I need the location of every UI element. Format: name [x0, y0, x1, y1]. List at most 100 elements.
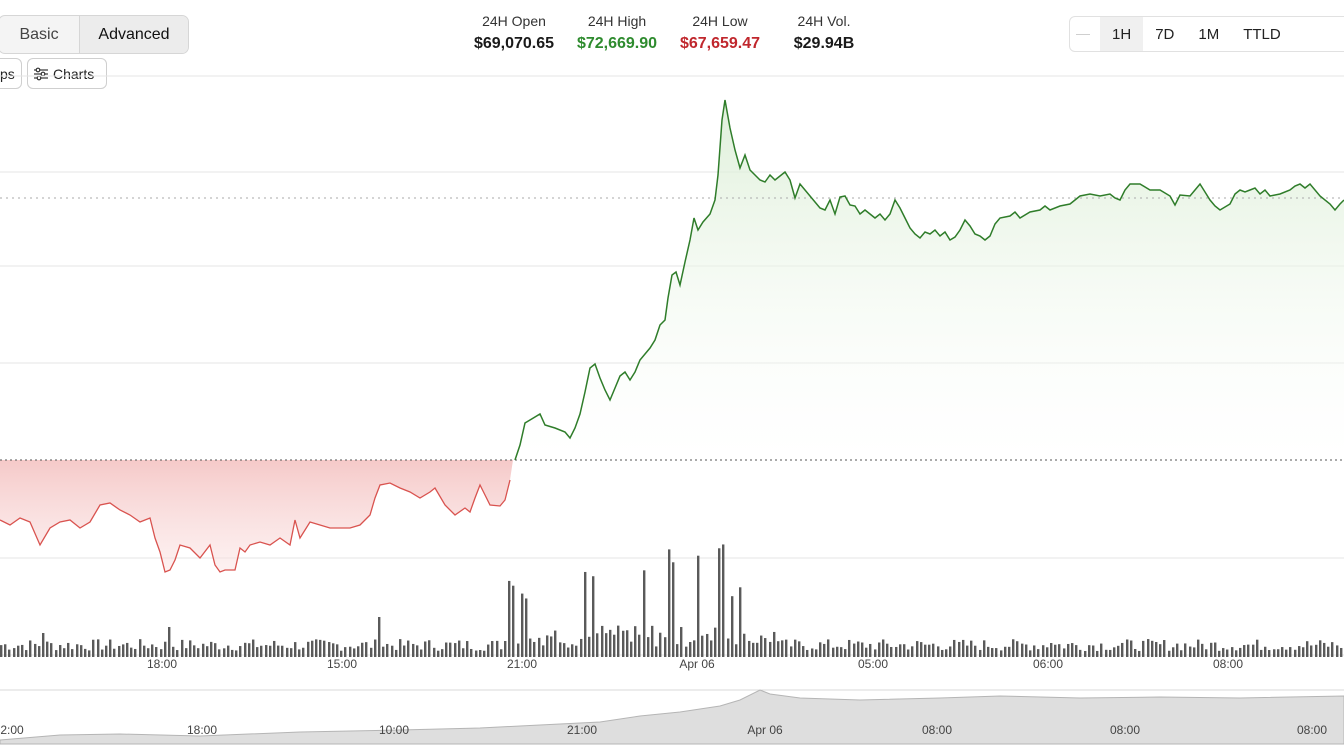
volume-bar — [689, 642, 692, 657]
volume-bar — [1184, 643, 1187, 657]
volume-bar — [1063, 648, 1066, 657]
volume-bar — [941, 649, 944, 657]
volume-bar — [328, 642, 331, 657]
volume-bar — [1042, 645, 1045, 657]
volume-bar — [361, 642, 364, 657]
volume-bar — [617, 625, 620, 657]
volume-bar — [365, 642, 368, 657]
volume-bar — [995, 648, 998, 657]
volume-bar — [1306, 641, 1309, 657]
stat-label: 24H Open — [482, 13, 546, 29]
volume-bar — [836, 646, 839, 657]
timeframe-1h[interactable]: 1H — [1100, 17, 1144, 51]
volume-bar — [1285, 649, 1288, 657]
volume-bar — [882, 639, 885, 657]
tools-label: ps — [0, 65, 15, 82]
volume-bar — [512, 585, 515, 657]
volume-bar — [878, 642, 881, 657]
volume-bar — [0, 645, 3, 657]
tools-button[interactable]: ps — [0, 58, 22, 89]
volume-bar — [1294, 649, 1297, 657]
volume-bar — [739, 587, 742, 657]
volume-bar — [857, 641, 860, 657]
timeframe-1m[interactable]: 1M — [1198, 25, 1220, 43]
charts-button[interactable]: Charts — [27, 58, 107, 89]
range-navigator[interactable]: 2:00 18:00 10:00 21:00 Apr 06 08:00 08:00 08:00 — [0, 689, 1344, 745]
volume-bar — [991, 648, 994, 657]
volume-bar — [508, 580, 511, 657]
volume-bar — [21, 644, 24, 657]
volume-bar — [777, 641, 780, 657]
volume-bar — [353, 648, 356, 657]
volume-bar — [298, 649, 301, 657]
volume-bar — [1016, 641, 1019, 657]
volume-bar — [59, 645, 62, 657]
volume-bar — [8, 649, 11, 657]
volume-bar — [214, 643, 217, 657]
volume-bar — [80, 645, 83, 657]
volume-bar — [949, 646, 952, 657]
navigator-tick-label: 10:00 — [379, 723, 409, 737]
volume-bar — [630, 641, 633, 657]
navigator-tick-label: 18:00 — [187, 723, 217, 737]
volume-bar — [743, 633, 746, 657]
volume-bar — [529, 638, 532, 657]
volume-bar — [1197, 639, 1200, 657]
volume-bar — [1256, 639, 1259, 657]
volume-bar — [853, 643, 856, 657]
advanced-tab[interactable]: Advanced — [79, 16, 188, 53]
stat-24h-open: 24H Open $69,070.65 — [466, 13, 562, 53]
volume-bar — [1205, 649, 1208, 657]
volume-bar — [218, 649, 221, 657]
volume-bar — [378, 617, 381, 657]
volume-bar — [412, 643, 415, 657]
volume-bar — [1075, 645, 1078, 657]
timeframe-7d[interactable]: 7D — [1155, 25, 1175, 43]
volume-bar — [1088, 645, 1091, 657]
basic-tab[interactable]: Basic — [19, 25, 59, 43]
x-tick-label: 21:00 — [507, 657, 537, 671]
price-line-down — [0, 479, 511, 573]
volume-bar — [1021, 643, 1024, 657]
volume-bar — [840, 647, 843, 657]
volume-bar — [1298, 646, 1301, 657]
volume-bar — [664, 637, 667, 657]
volume-bar — [340, 650, 343, 657]
volume-bar — [1210, 642, 1213, 657]
volume-bar — [848, 639, 851, 657]
volume-bar — [311, 640, 314, 657]
volume-bar — [185, 648, 188, 657]
volume-bar — [1226, 649, 1229, 657]
volume-bar — [357, 646, 360, 657]
stat-24h-volume: 24H Vol. $29.94B — [780, 13, 868, 53]
up-area — [513, 100, 1344, 460]
volume-bar — [1176, 643, 1179, 657]
volume-bar — [164, 641, 167, 657]
volume-bar — [382, 646, 385, 657]
volume-bar — [336, 644, 339, 657]
volume-bar — [479, 650, 482, 657]
volume-bar — [659, 632, 662, 657]
navigator-tick-label: 08:00 — [1110, 723, 1140, 737]
volume-bar — [764, 638, 767, 657]
volume-bar — [1084, 650, 1087, 657]
volume-bar — [344, 647, 347, 657]
volume-bar — [756, 642, 759, 657]
volume-bar — [693, 640, 696, 657]
volume-bar — [176, 650, 179, 657]
volume-bar — [286, 647, 289, 657]
volume-bar — [605, 633, 608, 657]
timeframe-ttld[interactable]: TTLD — [1243, 25, 1281, 43]
volume-bar — [1323, 642, 1326, 657]
volume-bar — [542, 645, 545, 657]
volume-bar — [487, 644, 490, 657]
x-tick-label: 15:00 — [327, 657, 357, 671]
volume-bar — [139, 639, 142, 657]
volume-bar — [550, 636, 553, 657]
volume-bar — [886, 643, 889, 657]
volume-bar — [1142, 640, 1145, 657]
x-tick-label: 06:00 — [1033, 657, 1063, 671]
volume-bar — [1155, 641, 1158, 657]
volume-bar — [1000, 650, 1003, 657]
volume-bar — [109, 639, 112, 657]
